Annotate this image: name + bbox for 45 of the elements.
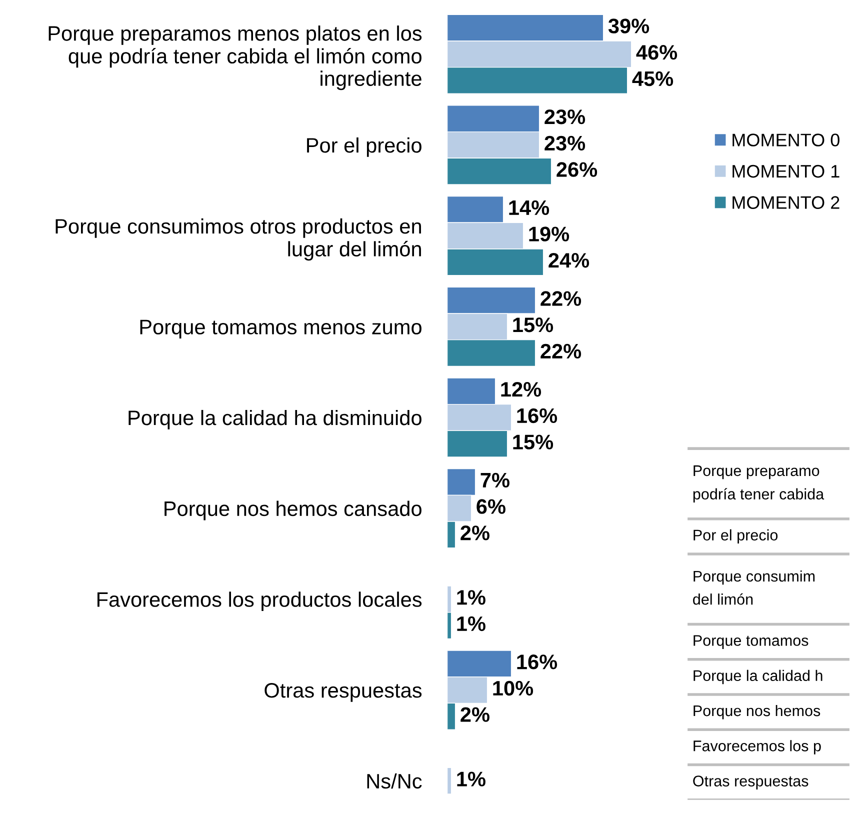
legend-label: MOMENTO 2 bbox=[732, 196, 840, 209]
y-tick-label: Porque tomamos menos zumo bbox=[140, 320, 422, 339]
text: Porque consumim del limón bbox=[693, 570, 815, 605]
y-tick-label: Ns/Nc bbox=[367, 773, 422, 789]
data-label: 15% bbox=[513, 434, 554, 450]
data-label: 14% bbox=[509, 200, 550, 216]
data-label: 2% bbox=[460, 707, 490, 722]
data-label: 45% bbox=[632, 71, 674, 86]
y-tick-label: Por el precio bbox=[307, 137, 422, 157]
data-label: 26% bbox=[556, 162, 598, 177]
text: Por el precio bbox=[694, 529, 778, 544]
data-label: 46% bbox=[636, 44, 678, 60]
y-tick-label: Porque la calidad ha disminuido bbox=[128, 410, 422, 430]
data-label: 22% bbox=[540, 344, 582, 359]
data-label: 6% bbox=[476, 499, 506, 514]
text: Favorecemos los p bbox=[694, 740, 821, 754]
data-label: 12% bbox=[501, 382, 542, 397]
y-tick-label: Porque preparamos menos platos en los que podría tener cabida el limón como ingrediente bbox=[48, 26, 422, 90]
y-tick-label: Porque consumimos otros productos en lugar del limón bbox=[56, 218, 421, 261]
data-label: 16% bbox=[517, 654, 558, 670]
data-label: 39% bbox=[608, 18, 650, 34]
data-label: 10% bbox=[493, 680, 534, 696]
data-label: 1% bbox=[457, 616, 486, 632]
data-label: 19% bbox=[529, 226, 570, 242]
legend-label: MOMENTO 0 bbox=[732, 134, 840, 146]
data-label: 1% bbox=[457, 772, 486, 786]
text: Otras respuestas bbox=[693, 776, 808, 790]
data-label: 2% bbox=[460, 526, 490, 540]
bar bbox=[447, 767, 452, 794]
y-tick-label: Otras respuestas bbox=[264, 683, 422, 702]
y-tick-label: Favorecemos los productos locales bbox=[97, 592, 422, 612]
text: Porque preparamo podría tener cabida bbox=[693, 465, 824, 503]
data-label: 23% bbox=[544, 136, 586, 151]
y-tick-label: Porque nos hemos cansado bbox=[164, 500, 422, 520]
data-label: 23% bbox=[544, 109, 586, 124]
data-label: 7% bbox=[480, 472, 510, 488]
data-label: 16% bbox=[517, 408, 558, 424]
legend-label: MOMENTO 1 bbox=[732, 164, 840, 178]
text: Porque tomamos bbox=[694, 635, 808, 649]
data-label: 1% bbox=[457, 590, 486, 605]
data-label: 22% bbox=[540, 291, 582, 306]
data-label: 24% bbox=[548, 253, 590, 268]
text: Porque la calidad h bbox=[694, 670, 822, 684]
data-label: 15% bbox=[513, 318, 554, 332]
text: Porque nos hemos bbox=[694, 704, 820, 720]
